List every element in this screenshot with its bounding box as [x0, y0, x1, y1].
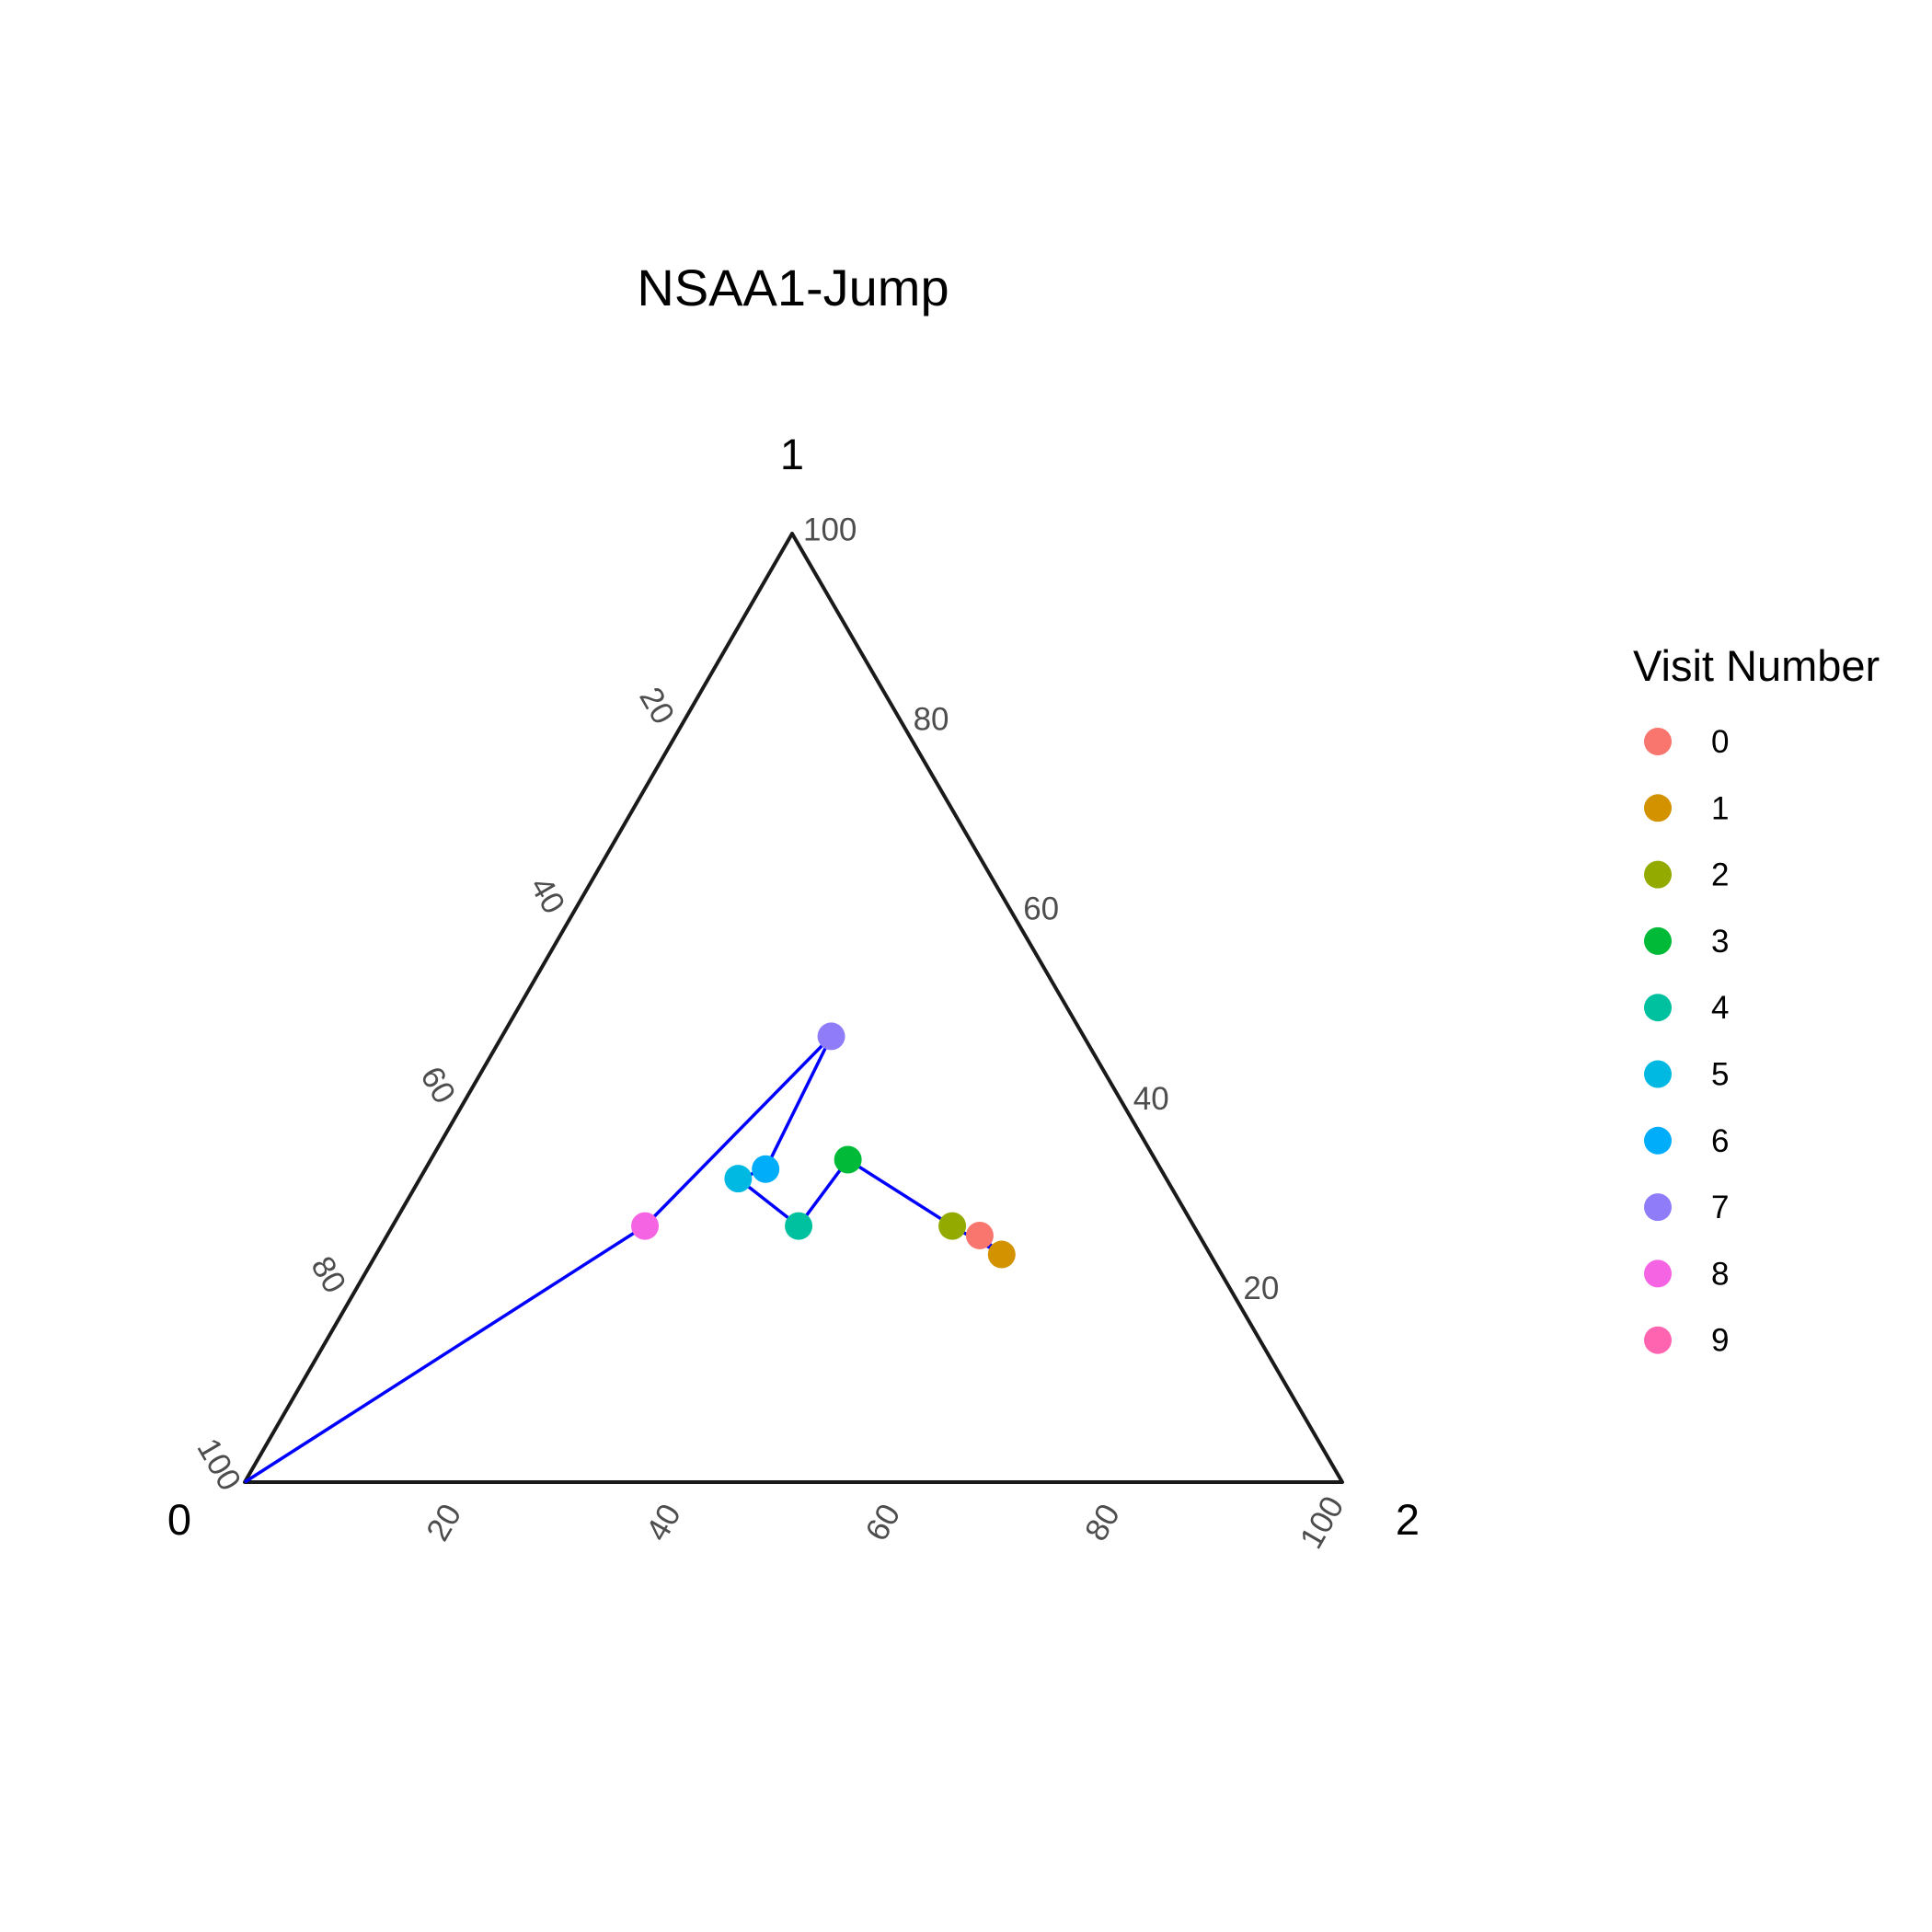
visit-trajectory	[244, 1034, 1004, 1484]
legend-label-2: 2	[1711, 857, 1729, 893]
corner-label-right: 2	[1396, 1495, 1420, 1544]
legend-key-0	[1644, 728, 1672, 755]
tick-label-bottom: 100	[1294, 1490, 1351, 1555]
data-point-visit-8	[631, 1212, 660, 1240]
legend-key-2	[1644, 860, 1672, 889]
tick-label-right: 80	[914, 701, 949, 737]
ternary-frame	[243, 532, 1344, 1484]
data-point-visit-4	[785, 1212, 813, 1240]
corner-labels: 0 1 2	[167, 430, 1420, 1544]
trajectory-line	[244, 1034, 1004, 1484]
legend-key-8	[1644, 1259, 1672, 1288]
legend-key-1	[1644, 794, 1672, 822]
tick-label-right: 40	[1133, 1081, 1169, 1117]
tick-label-left: 100	[190, 1432, 247, 1497]
corner-label-left: 0	[167, 1495, 191, 1544]
legend-label-7: 7	[1711, 1190, 1729, 1225]
chart-title: NSAA1-Jump	[637, 259, 949, 316]
data-point-visit-5	[724, 1165, 753, 1193]
tick-label-left: 40	[523, 871, 571, 920]
tick-label-bottom: 40	[639, 1498, 688, 1547]
legend-label-5: 5	[1711, 1057, 1729, 1093]
tick-labels: 20 20 20 40 40 40 60 60 60 80 80 80 100 100 100	[190, 512, 1351, 1555]
legend-label-0: 0	[1711, 724, 1729, 760]
legend-title: Visit Number	[1633, 641, 1880, 690]
data-point-visit-6	[752, 1155, 780, 1183]
data-points	[631, 1022, 1016, 1269]
data-point-visit-0	[965, 1221, 994, 1249]
tick-label-left: 60	[413, 1061, 462, 1110]
tick-label-left: 80	[304, 1250, 352, 1299]
legend: Visit Number 0 1 2 3 4 5 6 7 8 9	[1633, 641, 1880, 1359]
data-point-visit-7	[817, 1022, 845, 1051]
legend-label-3: 3	[1711, 924, 1729, 960]
tick-label-left: 20	[632, 681, 681, 730]
legend-label-4: 4	[1711, 990, 1729, 1026]
tick-label-right: 60	[1023, 891, 1059, 927]
legend-label-6: 6	[1711, 1123, 1729, 1159]
legend-label-1: 1	[1711, 790, 1729, 826]
legend-key-6	[1644, 1126, 1672, 1155]
tick-label-right: 20	[1243, 1271, 1279, 1306]
data-point-visit-1	[987, 1240, 1016, 1269]
legend-label-9: 9	[1711, 1323, 1729, 1359]
tick-label-bottom: 60	[858, 1498, 907, 1547]
tick-label-bottom: 20	[420, 1498, 468, 1547]
legend-key-3	[1644, 926, 1672, 955]
data-point-visit-3	[834, 1145, 862, 1174]
ternary-triangle	[243, 532, 1344, 1484]
tick-label-bottom: 80	[1078, 1498, 1127, 1547]
legend-label-8: 8	[1711, 1256, 1729, 1292]
legend-key-4	[1644, 994, 1672, 1022]
tick-label-right: 100	[803, 512, 857, 547]
legend-key-7	[1644, 1193, 1672, 1222]
data-point-visit-2	[938, 1212, 967, 1240]
corner-label-top: 1	[780, 430, 804, 478]
legend-key-9	[1644, 1326, 1672, 1354]
legend-key-5	[1644, 1060, 1672, 1088]
